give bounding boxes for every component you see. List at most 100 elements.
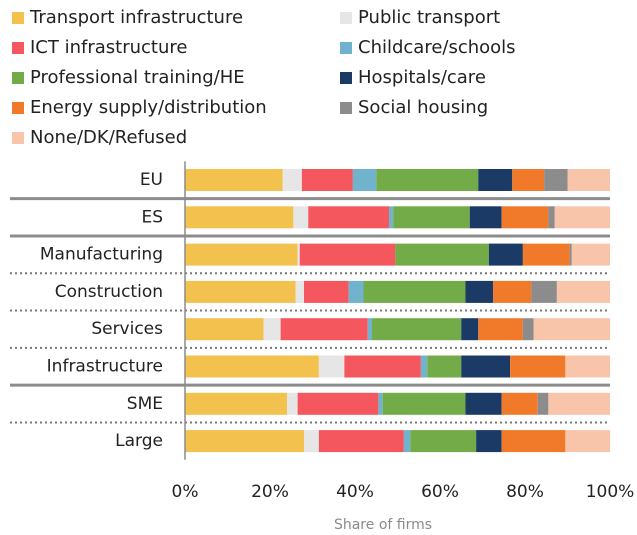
bar-segment (282, 169, 302, 191)
bar-segment (461, 318, 479, 341)
x-tick-label: 0% (172, 482, 199, 502)
x-tick-label: 20% (251, 482, 289, 502)
bar-segment (469, 206, 502, 229)
x-tick-label: 100% (586, 482, 635, 502)
bar-segment (308, 206, 389, 229)
bar-segment (382, 392, 466, 415)
bar-segment (367, 318, 372, 341)
bar-segment (569, 243, 572, 266)
bar-segment (410, 430, 477, 453)
legend-swatch (340, 12, 352, 24)
bar-segment (567, 169, 610, 191)
bar-segment (185, 206, 294, 229)
bar-segment (372, 318, 462, 341)
legend-swatch (12, 12, 24, 24)
bar-segment (533, 318, 610, 341)
bar-segment (395, 243, 489, 266)
bar-segment (565, 355, 610, 378)
bar-segment (427, 355, 462, 378)
x-axis-label: Share of firms (334, 517, 432, 533)
bar-segment (185, 392, 287, 415)
bar-segment (304, 280, 349, 303)
bar-segment (548, 206, 555, 229)
bar-segment (476, 430, 502, 453)
bar-segment (478, 169, 513, 191)
bar-segment (461, 355, 511, 378)
bar-segment (363, 280, 466, 303)
bar-segment (185, 355, 319, 378)
bar-segment (465, 280, 494, 303)
bar-segment (493, 280, 532, 303)
legend-label: ICT infrastructure (30, 37, 187, 58)
legend-swatch (340, 42, 352, 54)
legend-label: Hospitals/care (358, 67, 486, 88)
bar-segment (556, 280, 610, 303)
bar-segment (376, 169, 479, 191)
category-label: EU (140, 170, 163, 190)
bar-segment (297, 243, 300, 266)
legend-swatch (12, 102, 24, 114)
bar-segment (185, 169, 283, 191)
bar-segment (537, 392, 549, 415)
bar-segment (293, 206, 309, 229)
bar-segment (378, 392, 383, 415)
legend-swatch (12, 132, 24, 144)
bar-segment (185, 243, 298, 266)
legend-swatch (12, 42, 24, 54)
bar-segment (352, 169, 377, 191)
legend-label: Social housing (358, 97, 488, 118)
bar-segment (299, 243, 396, 266)
bar-segment (571, 243, 610, 266)
bar-segment (488, 243, 523, 266)
bar-segment (295, 280, 304, 303)
bar-segment (548, 392, 610, 415)
bar-segment (297, 392, 379, 415)
x-tick-label: 80% (506, 482, 544, 502)
bar-segment (512, 169, 545, 191)
bar-segment (510, 355, 566, 378)
legend-label: Childcare/schools (358, 37, 516, 58)
category-label: SME (127, 394, 163, 414)
category-label: Construction (55, 282, 163, 302)
bar-segment (501, 430, 566, 453)
legend-swatch (12, 72, 24, 84)
bar-segment (185, 430, 304, 453)
category-label: Services (91, 319, 163, 339)
category-label: Infrastructure (47, 357, 163, 377)
legend-swatch (340, 72, 352, 84)
legend-swatch (340, 102, 352, 114)
legend-label: Energy supply/distribution (30, 97, 267, 118)
legend-label: Public transport (358, 7, 500, 28)
bar-segment (287, 392, 298, 415)
bar-segment (344, 355, 421, 378)
bar-segment (389, 206, 394, 229)
bar-segment (420, 355, 428, 378)
bar-segment (301, 169, 353, 191)
category-label: Large (115, 431, 163, 451)
bar-segment (501, 206, 549, 229)
x-tick-label: 60% (421, 482, 459, 502)
bar-segment (304, 430, 319, 453)
bar-segment (318, 355, 345, 378)
bar-segment (465, 392, 502, 415)
bar-segment (185, 280, 296, 303)
bar-segment (318, 430, 404, 453)
bar-segment (531, 280, 557, 303)
legend-label: None/DK/Refused (30, 127, 187, 148)
bar-segment (185, 318, 264, 341)
legend-label: Professional training/HE (30, 67, 245, 88)
bar-segment (403, 430, 411, 453)
bar-segment (263, 318, 281, 341)
bar-segment (544, 169, 568, 191)
bar-segment (501, 392, 538, 415)
bar-segment (280, 318, 368, 341)
bar-segment (522, 243, 570, 266)
bar-segment (348, 280, 364, 303)
category-label: ES (141, 207, 163, 227)
bar-segment (522, 318, 534, 341)
category-label: Manufacturing (40, 245, 163, 265)
x-tick-label: 40% (336, 482, 374, 502)
bar-segment (478, 318, 523, 341)
bar-segment (565, 430, 610, 453)
